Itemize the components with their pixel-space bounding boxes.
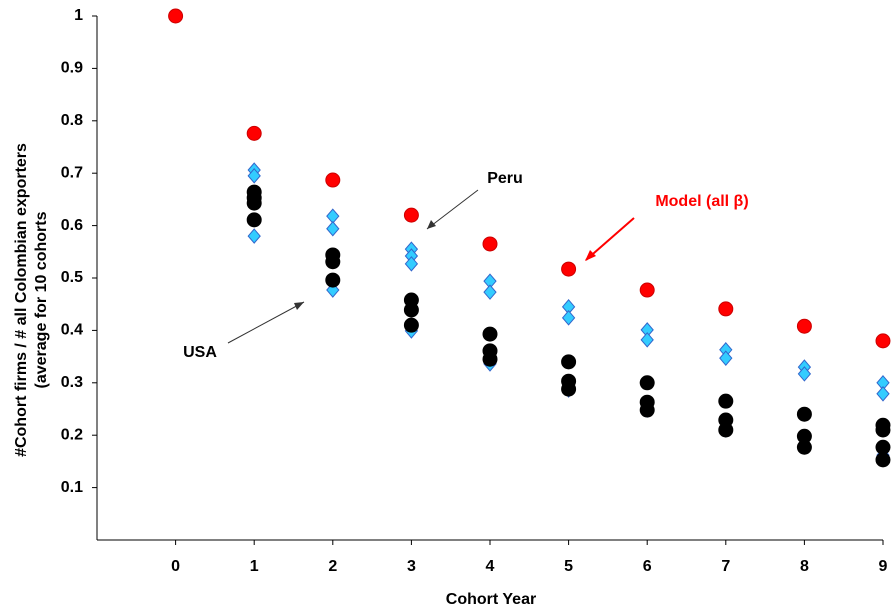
diamond-point	[247, 168, 261, 184]
circle-point	[718, 301, 734, 317]
y-tick-label: 0.8	[61, 112, 83, 129]
diamond-point	[640, 332, 654, 348]
circle-point	[875, 452, 891, 468]
diamond-point	[404, 256, 419, 272]
circle-point	[796, 318, 812, 334]
circle-point	[482, 326, 498, 342]
y-tick-label: 0.9	[61, 60, 83, 77]
y-tick-label: 0.2	[61, 426, 83, 443]
circle-point	[875, 333, 891, 349]
diamond-point	[483, 284, 497, 300]
arrow	[585, 217, 635, 261]
x-tick-label: 3	[407, 558, 416, 575]
circle-point	[639, 402, 655, 418]
x-tick-label: 6	[643, 558, 652, 575]
circle-point	[246, 125, 262, 141]
diamond-point	[719, 350, 733, 366]
circle-point	[325, 254, 341, 270]
annotations: Peru USA Model (all β)	[183, 170, 749, 361]
x-axis-title: Cohort Year	[446, 591, 536, 608]
circle-point	[168, 8, 184, 24]
circle-point	[482, 236, 498, 252]
x-tick-label: 1	[250, 558, 259, 575]
circle-point	[639, 375, 655, 391]
y-tick-label: 0.5	[61, 269, 83, 286]
circle-point	[325, 172, 341, 188]
y-axis-title: #Cohort firms / # all Colombian exporter…	[13, 143, 30, 457]
x-tick-label: 5	[564, 558, 573, 575]
diamond-point	[247, 228, 261, 244]
annotation-peru: Peru	[487, 170, 523, 187]
circle-point	[796, 439, 812, 455]
circle-point	[875, 422, 891, 438]
diamond-point	[326, 220, 340, 237]
circle-point	[875, 439, 891, 455]
x-tick-label: 2	[328, 558, 337, 575]
circle-point	[403, 317, 419, 333]
circle-point	[403, 302, 419, 318]
diamond-point	[876, 386, 890, 402]
diamond-point	[797, 366, 812, 382]
arrow-head	[427, 220, 436, 229]
y-tick-label: 0.7	[61, 164, 83, 181]
x-tick-label: 9	[879, 558, 888, 575]
circle-point	[246, 195, 262, 211]
x-tick-label: 0	[171, 558, 180, 575]
x-tick-label: 8	[800, 558, 809, 575]
arrow	[426, 189, 479, 230]
circle-point	[718, 393, 734, 409]
circle-point	[796, 406, 812, 422]
arrow	[227, 301, 305, 344]
x-tick-label: 7	[721, 558, 730, 575]
circle-point	[561, 261, 577, 277]
y-tick-label: 0.6	[61, 217, 83, 234]
y-axis-title: (average for 10 cohorts	[33, 211, 50, 388]
arrow-head	[585, 250, 596, 261]
circle-point	[561, 354, 577, 370]
circle-point	[246, 212, 262, 228]
circle-point	[325, 272, 341, 288]
circle-point	[403, 207, 419, 223]
arrow-head	[294, 302, 304, 310]
diamond-point	[561, 310, 576, 326]
circle-point	[639, 282, 655, 298]
y-tick-label: 0.1	[61, 479, 83, 496]
circle-point	[718, 422, 734, 438]
y-tick-label: 0.3	[61, 374, 83, 391]
y-tick-label: 0.4	[61, 322, 83, 339]
x-tick-label: 4	[486, 558, 495, 575]
annotation-usa: USA	[183, 344, 217, 361]
circle-point	[561, 381, 577, 397]
annotation-model: Model (all β)	[655, 193, 748, 210]
y-tick-label: 1	[74, 7, 83, 24]
circle-point	[482, 351, 498, 367]
